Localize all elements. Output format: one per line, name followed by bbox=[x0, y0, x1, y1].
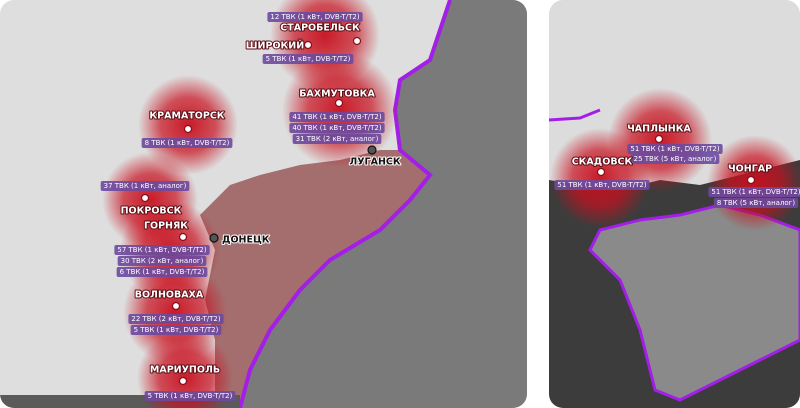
tag-text: 37 ТВК (1 кВт, аналог) bbox=[104, 182, 187, 190]
city-label: МАРИУПОЛЬ bbox=[150, 365, 220, 376]
city-dot bbox=[596, 167, 606, 177]
city-label: ПОКРОВСК bbox=[121, 206, 182, 217]
tag: 5 ТВК (1 кВт, DVB-T/T2) bbox=[262, 54, 354, 64]
tag-bg bbox=[116, 267, 208, 277]
tag-bg bbox=[292, 134, 382, 144]
tag: 22 ТВК (2 кВт, DVB-T/T2) bbox=[128, 314, 224, 324]
coverage-glow bbox=[282, 52, 398, 168]
tag-bg bbox=[128, 314, 224, 324]
tag: 6 ТВК (1 кВт, DVB-T/T2) bbox=[116, 267, 208, 277]
tag-bg bbox=[117, 256, 207, 266]
markers: СТАРОБЕЛЬСК 12 ТВК (1 кВт, DVB-T/T2) ШИРОК… bbox=[100, 0, 800, 408]
tag-text: 12 ТВК (1 кВт, DVB-T/T2) bbox=[270, 13, 359, 21]
coverage-glow bbox=[137, 330, 233, 408]
tag: 25 ТВК (5 кВт, аналог) bbox=[630, 154, 720, 164]
city-label: СКАДОВСК bbox=[572, 157, 633, 168]
tag: 37 ТВК (1 кВт, аналог) bbox=[100, 181, 190, 191]
city-dot bbox=[209, 233, 219, 243]
city-dot bbox=[303, 40, 313, 50]
city-dot bbox=[178, 232, 188, 242]
city-label: ЧОНГАР bbox=[728, 164, 772, 175]
city-label: СТАРОБЕЛЬСК bbox=[280, 23, 360, 34]
tag-bg bbox=[708, 187, 800, 197]
tag-bg bbox=[144, 391, 236, 401]
tag: 30 ТВК (2 кВт, аналог) bbox=[117, 256, 207, 266]
tag-bg bbox=[114, 245, 210, 255]
tag-bg bbox=[262, 54, 354, 64]
tag: 51 ТВК (1 кВт, DVB-T/T2) bbox=[708, 187, 800, 197]
city-dot bbox=[352, 36, 362, 46]
tag-text: 51 ТВК (1 кВт, DVB-T/T2) bbox=[711, 188, 800, 196]
tag: 8 ТВК (5 кВт, аналог) bbox=[713, 198, 799, 208]
tag-text: 51 ТВК (1 кВт, DVB-T/T2) bbox=[557, 181, 646, 189]
tag-bg bbox=[627, 144, 723, 154]
city-dot bbox=[178, 376, 188, 386]
tag: 8 ТВК (1 кВт, DVB-T/T2) bbox=[141, 138, 233, 148]
city-label: ДОНЕЦК bbox=[222, 235, 270, 246]
tag: 57 ТВК (1 кВт, DVB-T/T2) bbox=[114, 245, 210, 255]
city-label: ВОЛНОВАХА bbox=[135, 290, 204, 301]
tag-text: 40 ТВК (1 кВт, DVB-T/T2) bbox=[292, 124, 381, 132]
tag-text: 25 ТВК (5 кВт, аналог) bbox=[634, 155, 717, 163]
city-dot bbox=[140, 193, 150, 203]
tag: 12 ТВК (1 кВт, DVB-T/T2) bbox=[267, 12, 363, 22]
tag: 31 ТВК (2 кВт, аналог) bbox=[292, 134, 382, 144]
tag-bg bbox=[130, 325, 222, 335]
city-label: ГОРНЯК bbox=[144, 221, 188, 232]
city-label: ЧАПЛЫНКА bbox=[627, 124, 691, 135]
tag-text: 57 ТВК (1 кВт, DVB-T/T2) bbox=[117, 246, 206, 254]
city-label: БАХМУТОВКА bbox=[299, 89, 375, 100]
city-label: КРАМАТОРСК bbox=[149, 111, 224, 122]
tag: 5 ТВК (1 кВт, DVB-T/T2) bbox=[130, 325, 222, 335]
tag-bg bbox=[713, 198, 799, 208]
tag-text: 31 ТВК (2 кВт, аналог) bbox=[296, 135, 379, 143]
tag-bg bbox=[289, 112, 385, 122]
tag: 40 ТВК (1 кВт, DVB-T/T2) bbox=[289, 123, 385, 133]
tag-bg bbox=[100, 181, 190, 191]
city-dot bbox=[334, 98, 344, 108]
city-dot bbox=[367, 145, 377, 155]
tag-text: 8 ТВК (5 кВт, аналог) bbox=[717, 199, 796, 207]
left-map bbox=[0, 0, 527, 408]
tag-text: 6 ТВК (1 кВт, DVB-T/T2) bbox=[120, 268, 205, 276]
tag-text: 5 ТВК (1 кВт, DVB-T/T2) bbox=[266, 55, 351, 63]
tag: 51 ТВК (1 кВт, DVB-T/T2) bbox=[627, 144, 723, 154]
tag-text: 5 ТВК (1 кВт, DVB-T/T2) bbox=[134, 326, 219, 334]
tag-bg bbox=[267, 12, 363, 22]
tag-text: 5 ТВК (1 кВт, DVB-T/T2) bbox=[148, 392, 233, 400]
coverage-glow bbox=[550, 128, 650, 228]
tag: 41 ТВК (1 кВт, DVB-T/T2) bbox=[289, 112, 385, 122]
labels: СТАРОБЕЛЬСК 12 ТВК (1 кВт, DVB-T/T2) ШИРОК… bbox=[100, 12, 800, 401]
tag: 5 ТВК (1 кВт, DVB-T/T2) bbox=[144, 391, 236, 401]
tag: 51 ТВК (1 кВт, DVB-T/T2) bbox=[554, 180, 650, 190]
tag-bg bbox=[141, 138, 233, 148]
tag-text: 22 ТВК (2 кВт, DVB-T/T2) bbox=[131, 315, 220, 323]
tag-text: 51 ТВК (1 кВт, DVB-T/T2) bbox=[630, 145, 719, 153]
tag-bg bbox=[630, 154, 720, 164]
tag-bg bbox=[554, 180, 650, 190]
city-label: ШИРОКИЙ bbox=[246, 40, 304, 52]
city-label: ЛУГАНСК bbox=[349, 157, 401, 168]
tag-text: 8 ТВК (1 кВт, DVB-T/T2) bbox=[145, 139, 230, 147]
tag-text: 30 ТВК (2 кВт, аналог) bbox=[121, 257, 204, 265]
city-dot bbox=[183, 124, 193, 134]
tag-bg bbox=[289, 123, 385, 133]
glows bbox=[102, 0, 800, 408]
city-dot bbox=[171, 301, 181, 311]
city-dot bbox=[654, 134, 664, 144]
city-dot bbox=[746, 175, 756, 185]
tag-text: 41 ТВК (1 кВт, DVB-T/T2) bbox=[292, 113, 381, 121]
